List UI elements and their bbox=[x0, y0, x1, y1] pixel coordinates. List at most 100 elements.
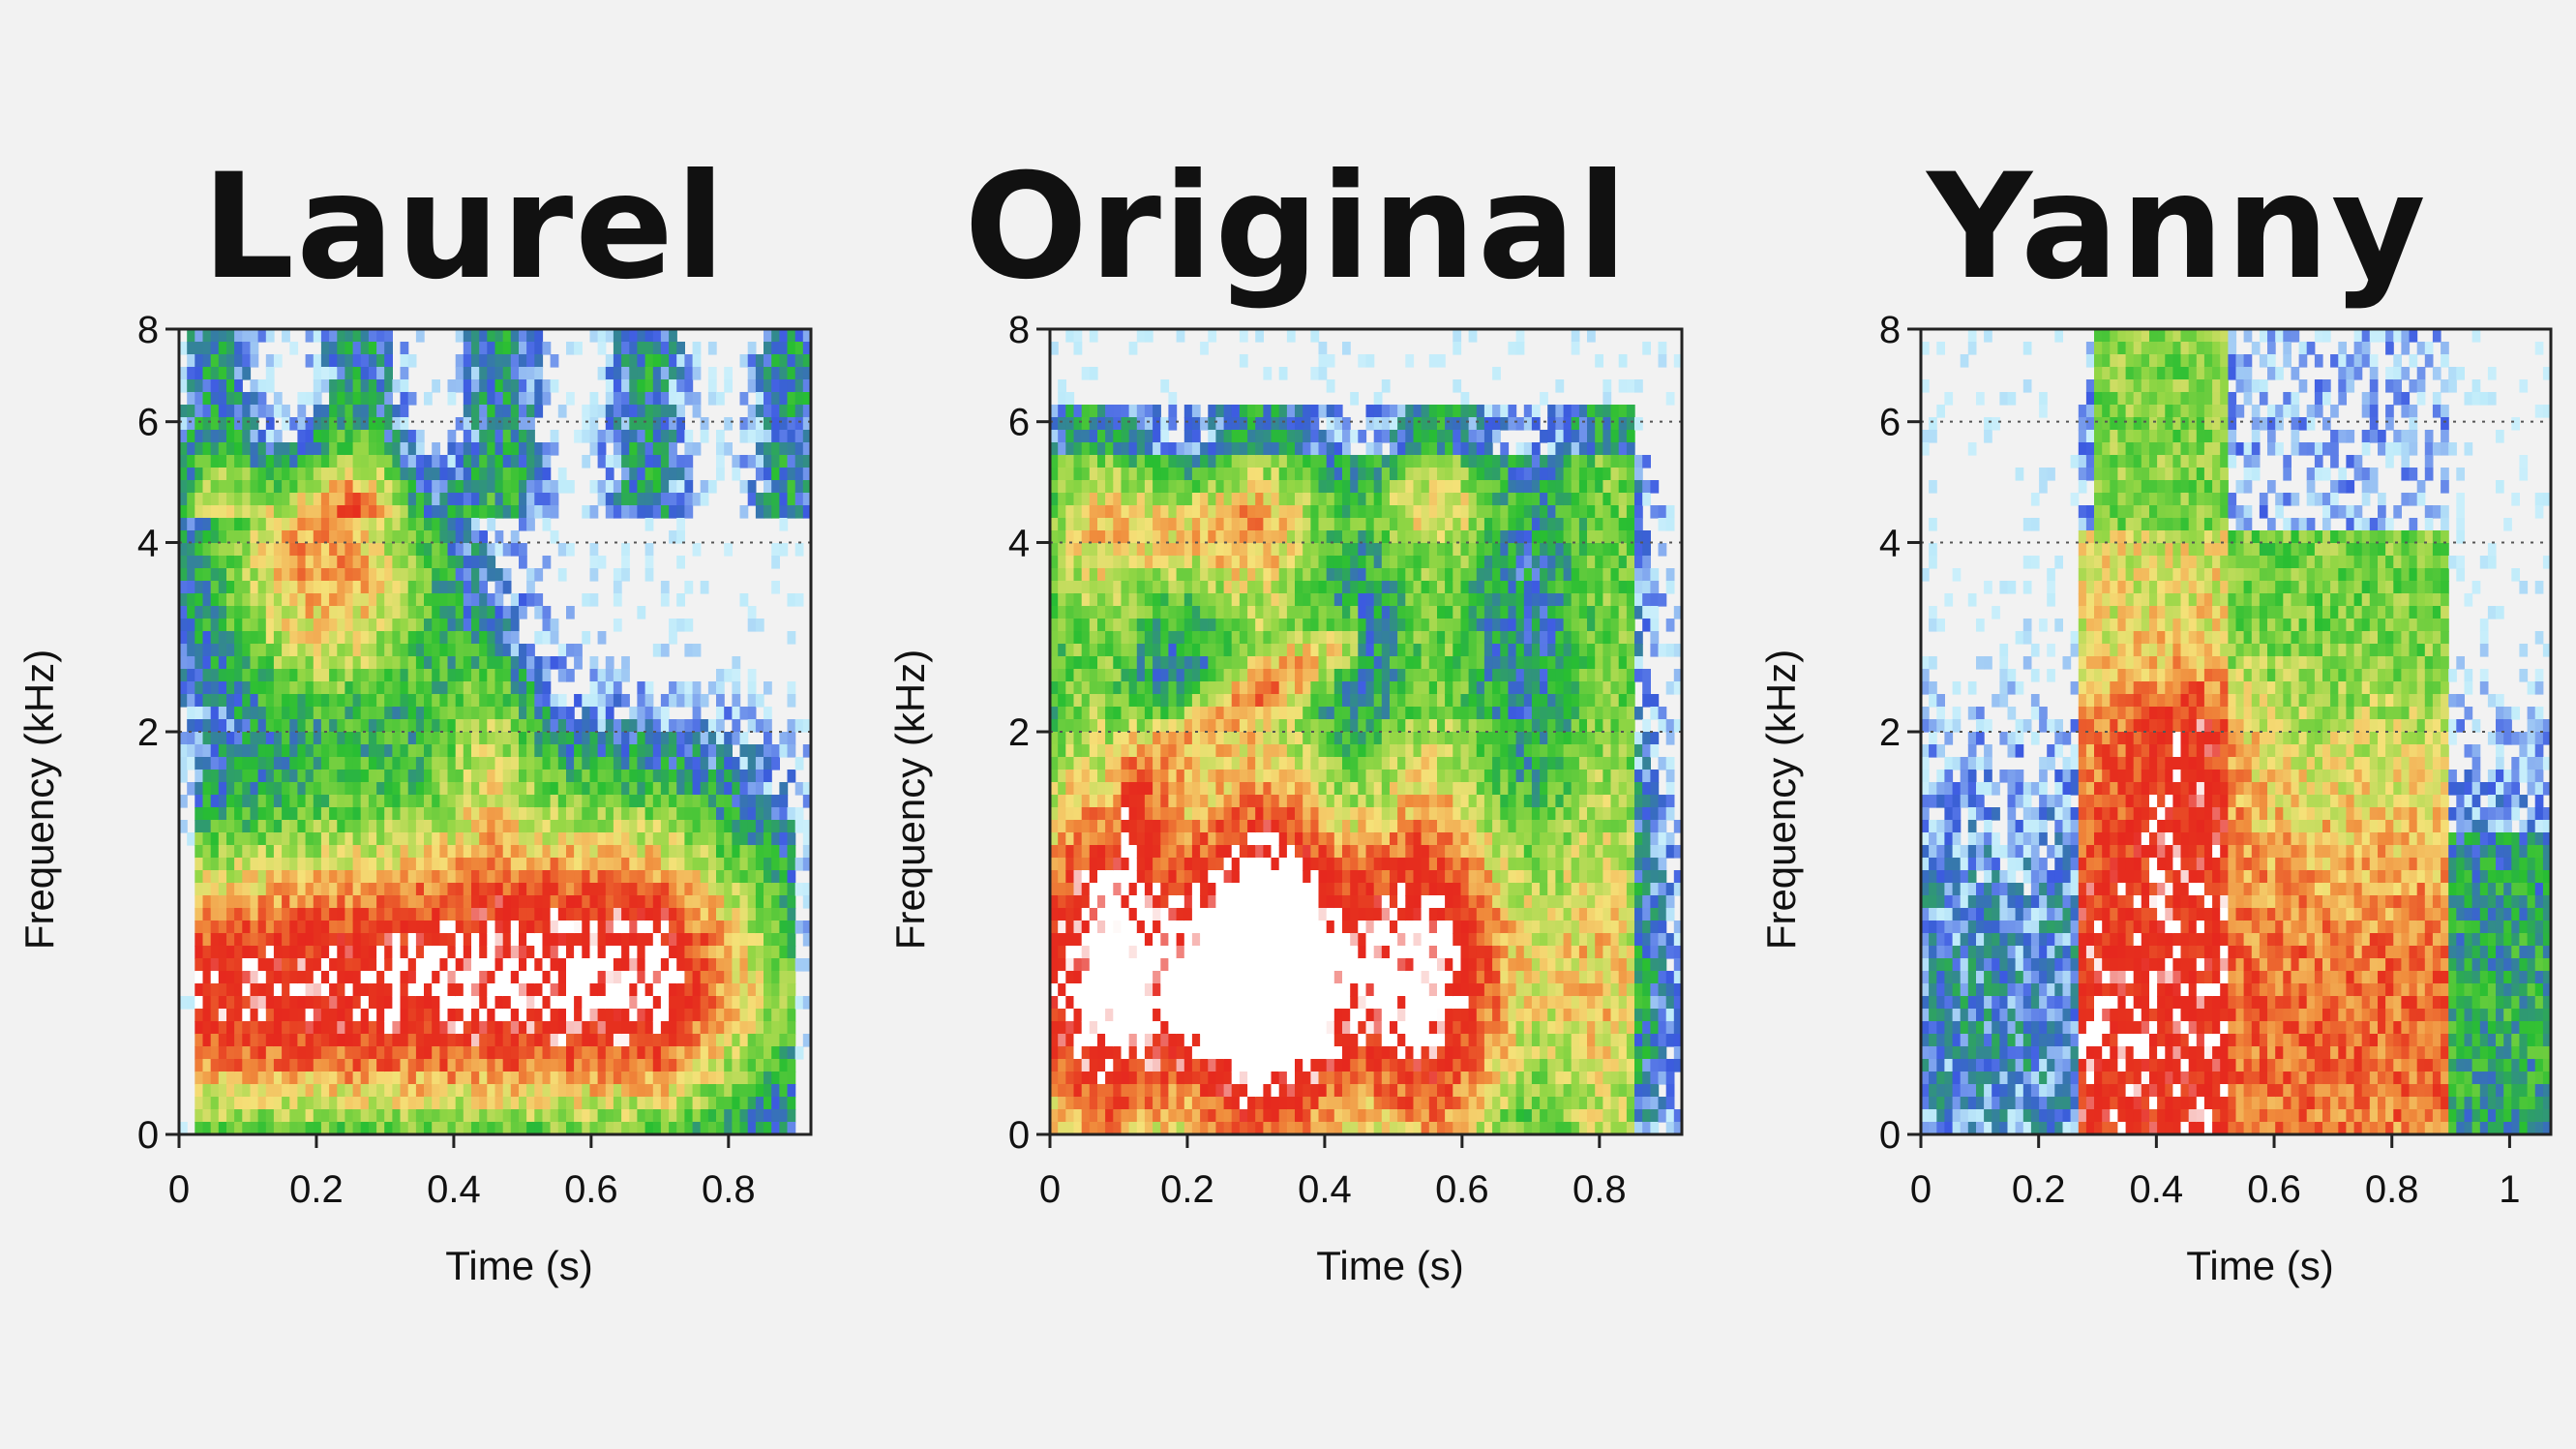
spectrogram-cell bbox=[1113, 1072, 1123, 1085]
spectrogram-cell bbox=[526, 1084, 535, 1098]
spectrogram-cell bbox=[502, 757, 512, 770]
spectrogram-cell bbox=[265, 895, 275, 909]
spectrogram-cell bbox=[250, 442, 259, 456]
spectrogram-cell bbox=[1128, 757, 1138, 770]
spectrogram-cell bbox=[218, 1034, 227, 1047]
spectrogram-cell bbox=[234, 480, 243, 494]
spectrogram-cell bbox=[479, 530, 488, 544]
spectrogram-cell bbox=[352, 1097, 362, 1110]
spectrogram-cell bbox=[669, 782, 677, 796]
spectrogram-cell bbox=[1065, 807, 1075, 821]
spectrogram-cell bbox=[644, 870, 654, 884]
spectrogram-cell bbox=[344, 329, 354, 343]
spectrogram-cell bbox=[550, 895, 559, 909]
spectrogram-cell bbox=[660, 757, 670, 770]
spectrogram-cell bbox=[1081, 644, 1091, 657]
spectrogram-cell bbox=[582, 858, 591, 871]
spectrogram-cell bbox=[1128, 996, 1138, 1010]
spectrogram-cell bbox=[510, 480, 520, 494]
spectrogram-cell bbox=[487, 1122, 496, 1135]
x-tick-label: 0.4 bbox=[427, 1168, 481, 1211]
spectrogram-cell bbox=[179, 593, 188, 607]
spectrogram-cell bbox=[716, 958, 725, 972]
spectrogram-cell bbox=[257, 996, 267, 1010]
spectrogram-cell bbox=[1050, 480, 1059, 494]
spectrogram-cell bbox=[629, 1109, 639, 1123]
spectrogram-cell bbox=[676, 782, 685, 796]
spectrogram-cell bbox=[439, 870, 449, 884]
spectrogram-cell bbox=[644, 782, 654, 796]
spectrogram-cell bbox=[502, 354, 512, 368]
spectrogram-cell bbox=[700, 430, 709, 443]
spectrogram-cell bbox=[1065, 1059, 1075, 1072]
spectrogram-cell bbox=[455, 946, 464, 959]
spectrogram-cell bbox=[352, 744, 362, 758]
spectrogram-cell bbox=[479, 921, 488, 934]
spectrogram-cell bbox=[629, 493, 639, 506]
spectrogram-cell bbox=[597, 342, 607, 355]
spectrogram-cell bbox=[400, 770, 409, 783]
spectrogram-cell bbox=[297, 442, 307, 456]
spectrogram-cell bbox=[320, 556, 330, 569]
spectrogram-cell bbox=[764, 996, 772, 1010]
spectrogram-cell bbox=[1050, 694, 1059, 708]
spectrogram-cell bbox=[644, 971, 654, 984]
spectrogram-cell bbox=[329, 921, 338, 934]
spectrogram-cell bbox=[202, 883, 212, 896]
spectrogram-cell bbox=[210, 933, 220, 947]
spectrogram-cell bbox=[502, 1109, 512, 1123]
spectrogram-cell bbox=[439, 983, 449, 997]
spectrogram-cell bbox=[455, 719, 464, 733]
spectrogram-cell bbox=[1058, 581, 1066, 594]
spectrogram-cell bbox=[644, 367, 654, 380]
spectrogram-cell bbox=[455, 455, 464, 468]
spectrogram-cell bbox=[542, 832, 552, 846]
spectrogram-cell bbox=[629, 1009, 639, 1022]
spectrogram-cell bbox=[779, 883, 789, 896]
spectrogram-cell bbox=[692, 694, 702, 708]
spectrogram-cell bbox=[557, 1034, 567, 1047]
spectrogram-cell bbox=[747, 807, 757, 821]
spectrogram-cell bbox=[463, 795, 472, 808]
spectrogram-cell bbox=[471, 1109, 480, 1123]
spectrogram-cell bbox=[621, 845, 630, 859]
spectrogram-cell bbox=[360, 1084, 370, 1098]
spectrogram-cell bbox=[376, 946, 385, 959]
spectrogram-cell bbox=[313, 1059, 322, 1072]
spectrogram-cell bbox=[313, 895, 322, 909]
spectrogram-cell bbox=[273, 795, 283, 808]
spectrogram-cell bbox=[455, 707, 464, 720]
spectrogram-cell bbox=[226, 795, 235, 808]
spectrogram-cell bbox=[265, 782, 275, 796]
spectrogram-cell bbox=[519, 606, 527, 619]
spectrogram-cell bbox=[802, 505, 812, 519]
spectrogram-cell bbox=[463, 883, 472, 896]
spectrogram-cell bbox=[432, 1109, 440, 1123]
spectrogram-cell bbox=[242, 329, 252, 343]
spectrogram-cell bbox=[771, 845, 780, 859]
spectrogram-cell bbox=[684, 493, 694, 506]
spectrogram-cell bbox=[739, 1097, 749, 1110]
spectrogram-cell bbox=[502, 858, 512, 871]
spectrogram-cell bbox=[802, 996, 812, 1010]
spectrogram-cell bbox=[202, 1097, 212, 1110]
spectrogram-cell bbox=[1089, 732, 1098, 745]
spectrogram-cell bbox=[487, 644, 496, 657]
spectrogram-cell bbox=[494, 568, 504, 582]
spectrogram-cell bbox=[652, 1009, 662, 1022]
spectrogram-cell bbox=[589, 442, 599, 456]
spectrogram-cell bbox=[716, 782, 725, 796]
spectrogram-cell bbox=[432, 921, 440, 934]
spectrogram-cell bbox=[589, 921, 599, 934]
spectrogram-cell bbox=[226, 593, 235, 607]
spectrogram-cell bbox=[487, 631, 496, 645]
spectrogram-cell bbox=[337, 354, 346, 368]
spectrogram-cell bbox=[313, 694, 322, 708]
spectrogram-cell bbox=[510, 1122, 520, 1135]
spectrogram-cell bbox=[1050, 342, 1059, 355]
spectrogram-cell bbox=[439, 1109, 449, 1123]
spectrogram-cell bbox=[257, 870, 267, 884]
spectrogram-cell bbox=[1128, 971, 1138, 984]
spectrogram-cell bbox=[613, 405, 622, 418]
spectrogram-cell bbox=[273, 1122, 283, 1135]
